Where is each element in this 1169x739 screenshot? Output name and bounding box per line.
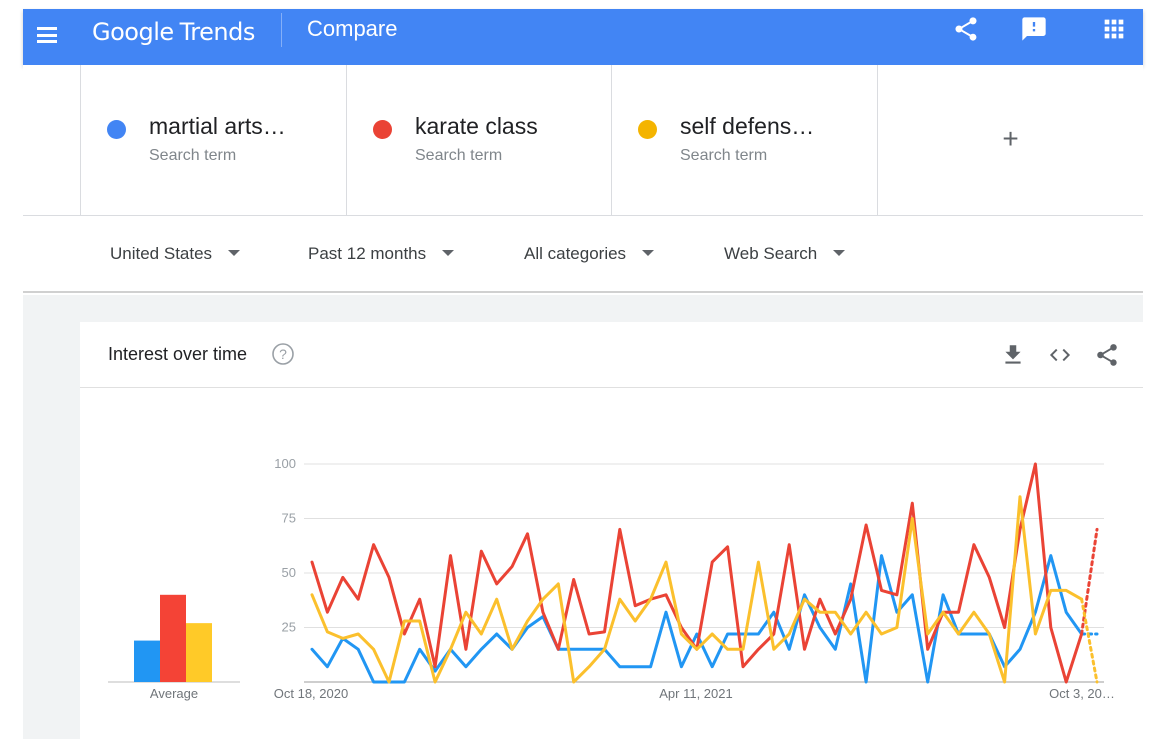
search-type-filter-dropdown[interactable]: Web Search: [724, 244, 846, 264]
logo-product: Trends: [179, 18, 256, 46]
share-icon[interactable]: [952, 15, 980, 43]
time-filter-label: Past 12 months: [308, 244, 427, 263]
dropdown-arrow-icon: [642, 249, 655, 256]
header-divider: [281, 13, 282, 47]
category-filter-dropdown[interactable]: All categories: [524, 244, 655, 264]
interest-over-time-card: Interest over time ?: [80, 322, 1143, 739]
term-type-label: Search term: [149, 147, 237, 164]
term-type-label: Search term: [415, 147, 503, 164]
term-color-dot: [638, 120, 657, 139]
term-color-dot: [373, 120, 392, 139]
page-title: Compare: [307, 16, 398, 41]
compare-terms-bar: martial arts… Search term karate class S…: [23, 65, 1143, 216]
apps-icon[interactable]: [1100, 15, 1128, 43]
embed-icon[interactable]: [1047, 342, 1073, 368]
dropdown-arrow-icon: [228, 249, 241, 256]
term-name: karate class: [415, 113, 538, 139]
region-filter-label: United States: [110, 244, 213, 263]
search-term-2[interactable]: karate class Search term: [346, 65, 611, 216]
search-term-3[interactable]: self defens… Search term: [611, 65, 877, 216]
add-term-button[interactable]: +: [877, 65, 1143, 216]
region-filter-dropdown[interactable]: United States: [110, 244, 241, 264]
app-header: Google Trends Compare: [23, 9, 1143, 65]
logo-brand: Google: [92, 18, 174, 46]
plus-icon: +: [1002, 123, 1019, 154]
svg-text:?: ?: [279, 346, 287, 362]
search-term-1[interactable]: martial arts… Search term: [80, 65, 346, 216]
search-type-filter-label: Web Search: [724, 244, 818, 263]
menu-icon[interactable]: [35, 23, 59, 47]
share-icon[interactable]: [1094, 342, 1120, 368]
feedback-icon[interactable]: [1020, 15, 1048, 43]
help-icon[interactable]: ?: [271, 342, 295, 366]
card-header: Interest over time ?: [80, 322, 1143, 388]
term-color-dot: [107, 120, 126, 139]
category-filter-label: All categories: [524, 244, 627, 263]
google-trends-logo[interactable]: Google Trends: [92, 12, 255, 52]
term-name: martial arts…: [149, 113, 286, 139]
download-icon[interactable]: [1000, 342, 1026, 368]
time-filter-dropdown[interactable]: Past 12 months: [308, 244, 455, 264]
card-title: Interest over time: [108, 344, 248, 364]
term-name: self defens…: [680, 113, 815, 139]
dropdown-arrow-icon: [442, 249, 455, 256]
term-type-label: Search term: [680, 147, 768, 164]
filter-bar: United States Past 12 months All categor…: [23, 216, 1143, 293]
dropdown-arrow-icon: [833, 249, 846, 256]
